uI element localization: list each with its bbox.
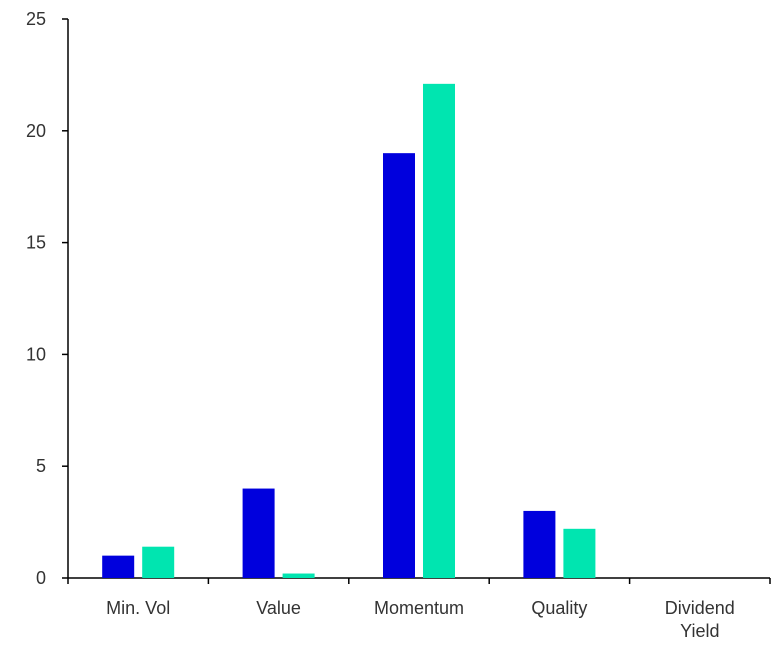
x-tick-label: Quality — [531, 598, 587, 618]
bar — [423, 83, 455, 579]
y-tick-label: 0 — [36, 568, 46, 588]
y-tick-label: 25 — [26, 9, 46, 29]
x-tick-label: Value — [256, 598, 301, 618]
y-tick-label: 20 — [26, 121, 46, 141]
bar — [563, 528, 596, 578]
bar — [102, 555, 135, 578]
y-tick-label: 10 — [26, 344, 46, 364]
x-axis: Min. Vol Value Momentum Quality Dividend Yiel… — [67, 577, 771, 641]
bar — [242, 488, 275, 578]
y-tick-label: 5 — [36, 456, 46, 476]
bar — [282, 573, 315, 578]
bars — [102, 83, 596, 579]
x-tick-label: Min. Vol — [106, 598, 170, 618]
y-axis: 0 5 10 15 20 25 — [26, 9, 69, 588]
bar — [383, 153, 415, 578]
bar — [142, 546, 175, 578]
x-tick-label: Dividend Yield — [665, 598, 735, 641]
x-tick-label: Momentum — [374, 598, 464, 618]
y-tick-label: 15 — [26, 233, 46, 253]
bar — [523, 510, 556, 578]
